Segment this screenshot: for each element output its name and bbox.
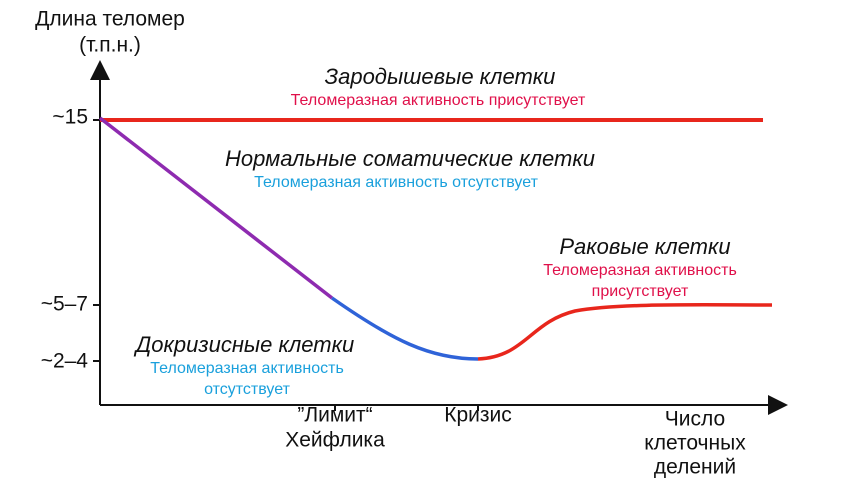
curve-name: Докризисные клетки — [133, 332, 354, 357]
curve-note: Теломеразная активность — [543, 262, 737, 279]
x-marker-label: Кризис — [444, 404, 512, 427]
curve-note: Теломеразная активность — [150, 360, 344, 377]
curve-name: Раковые клетки — [559, 234, 730, 259]
x-axis-title: Число — [665, 408, 725, 431]
y-tick-label: ~15 — [52, 106, 88, 129]
curve-name: Зародышевые клетки — [325, 64, 556, 89]
x-marker-label: Хейфлика — [285, 429, 385, 452]
curve-note: присутствует — [592, 283, 689, 300]
y-axis-title: Длина теломер — [35, 8, 185, 31]
curve-note: Теломеразная активность отсутствует — [254, 174, 539, 191]
curve-note: отсутствует — [204, 381, 291, 398]
ticks — [93, 119, 479, 411]
somatic-curve — [98, 116, 334, 300]
y-tick-label: ~2–4 — [41, 350, 89, 373]
curve-note: Теломеразная активность присутствует — [291, 92, 586, 109]
x-axis-title: клеточных — [644, 432, 746, 455]
precrisis-curve — [330, 296, 479, 361]
curve-name: Нормальные соматические клетки — [225, 146, 595, 171]
y-axis-title: (т.п.н.) — [79, 34, 141, 57]
y-tick-label: ~5–7 — [41, 293, 88, 316]
x-axis-title: делений — [654, 456, 736, 479]
x-marker-label: ”Лимит“ — [297, 404, 372, 427]
cancer-curve — [477, 303, 773, 361]
